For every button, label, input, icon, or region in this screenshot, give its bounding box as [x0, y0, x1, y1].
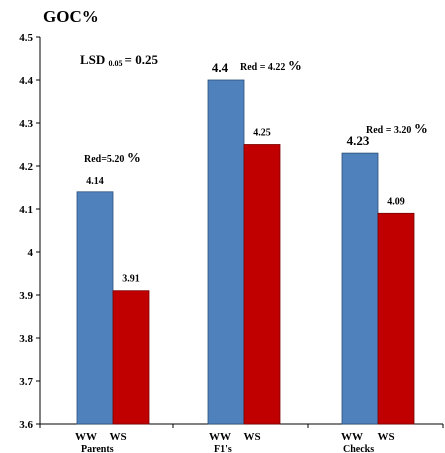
- y-tick-label: 3.8: [19, 333, 33, 345]
- data-label-ws: 4.25: [253, 128, 271, 139]
- reduction-annotation: Red = 4.22 %: [240, 59, 302, 74]
- y-tick-label: 4.4: [19, 75, 33, 87]
- data-label-ww: 4.4: [212, 60, 229, 75]
- group-label: Checks: [343, 444, 374, 453]
- reduction-annotation: Red = 3.20 %: [366, 122, 428, 137]
- bar-ww: [207, 79, 245, 425]
- data-label-ws: 3.91: [122, 274, 140, 285]
- y-tick-label: 4.5: [19, 32, 33, 44]
- category-label-ww: WW: [209, 431, 231, 443]
- y-tick-label: 4: [28, 247, 34, 259]
- bar-ws: [112, 290, 150, 425]
- reduction-annotation: Red=5.20 %: [84, 151, 141, 166]
- bar-ww: [341, 152, 379, 425]
- group-label: F1's: [214, 444, 232, 453]
- data-label-ws: 4.09: [387, 196, 405, 207]
- y-axis-title: GOC%: [43, 7, 99, 26]
- category-label-ww: WW: [75, 431, 97, 443]
- category-label-ws: WS: [243, 431, 260, 443]
- y-tick-label: 3.7: [19, 376, 33, 388]
- lsd-annotation: LSD 0.05 = 0.25: [80, 52, 158, 68]
- bar-ww: [76, 191, 114, 425]
- y-tick-label: 3.6: [19, 419, 33, 431]
- category-label-ww: WW: [341, 431, 363, 443]
- y-tick-label: 4.2: [19, 161, 33, 173]
- group-label: Parents: [81, 444, 114, 453]
- y-tick-label: 4.1: [19, 204, 33, 216]
- data-label-ww: 4.23: [347, 133, 370, 148]
- y-tick-label: 4.3: [19, 118, 33, 130]
- category-label-ws: WS: [109, 431, 126, 443]
- plot-area: GOC% 3.6 3.7 3.8 3.9 4 4.1 4.2 4.3 4.4 4.5 LSD 0.05…: [19, 7, 444, 453]
- bar-ws: [377, 212, 415, 425]
- y-tick-label: 3.9: [19, 290, 33, 302]
- bar-ws: [243, 144, 281, 425]
- category-label-ws: WS: [377, 431, 394, 443]
- data-label-ww: 4.14: [86, 176, 104, 187]
